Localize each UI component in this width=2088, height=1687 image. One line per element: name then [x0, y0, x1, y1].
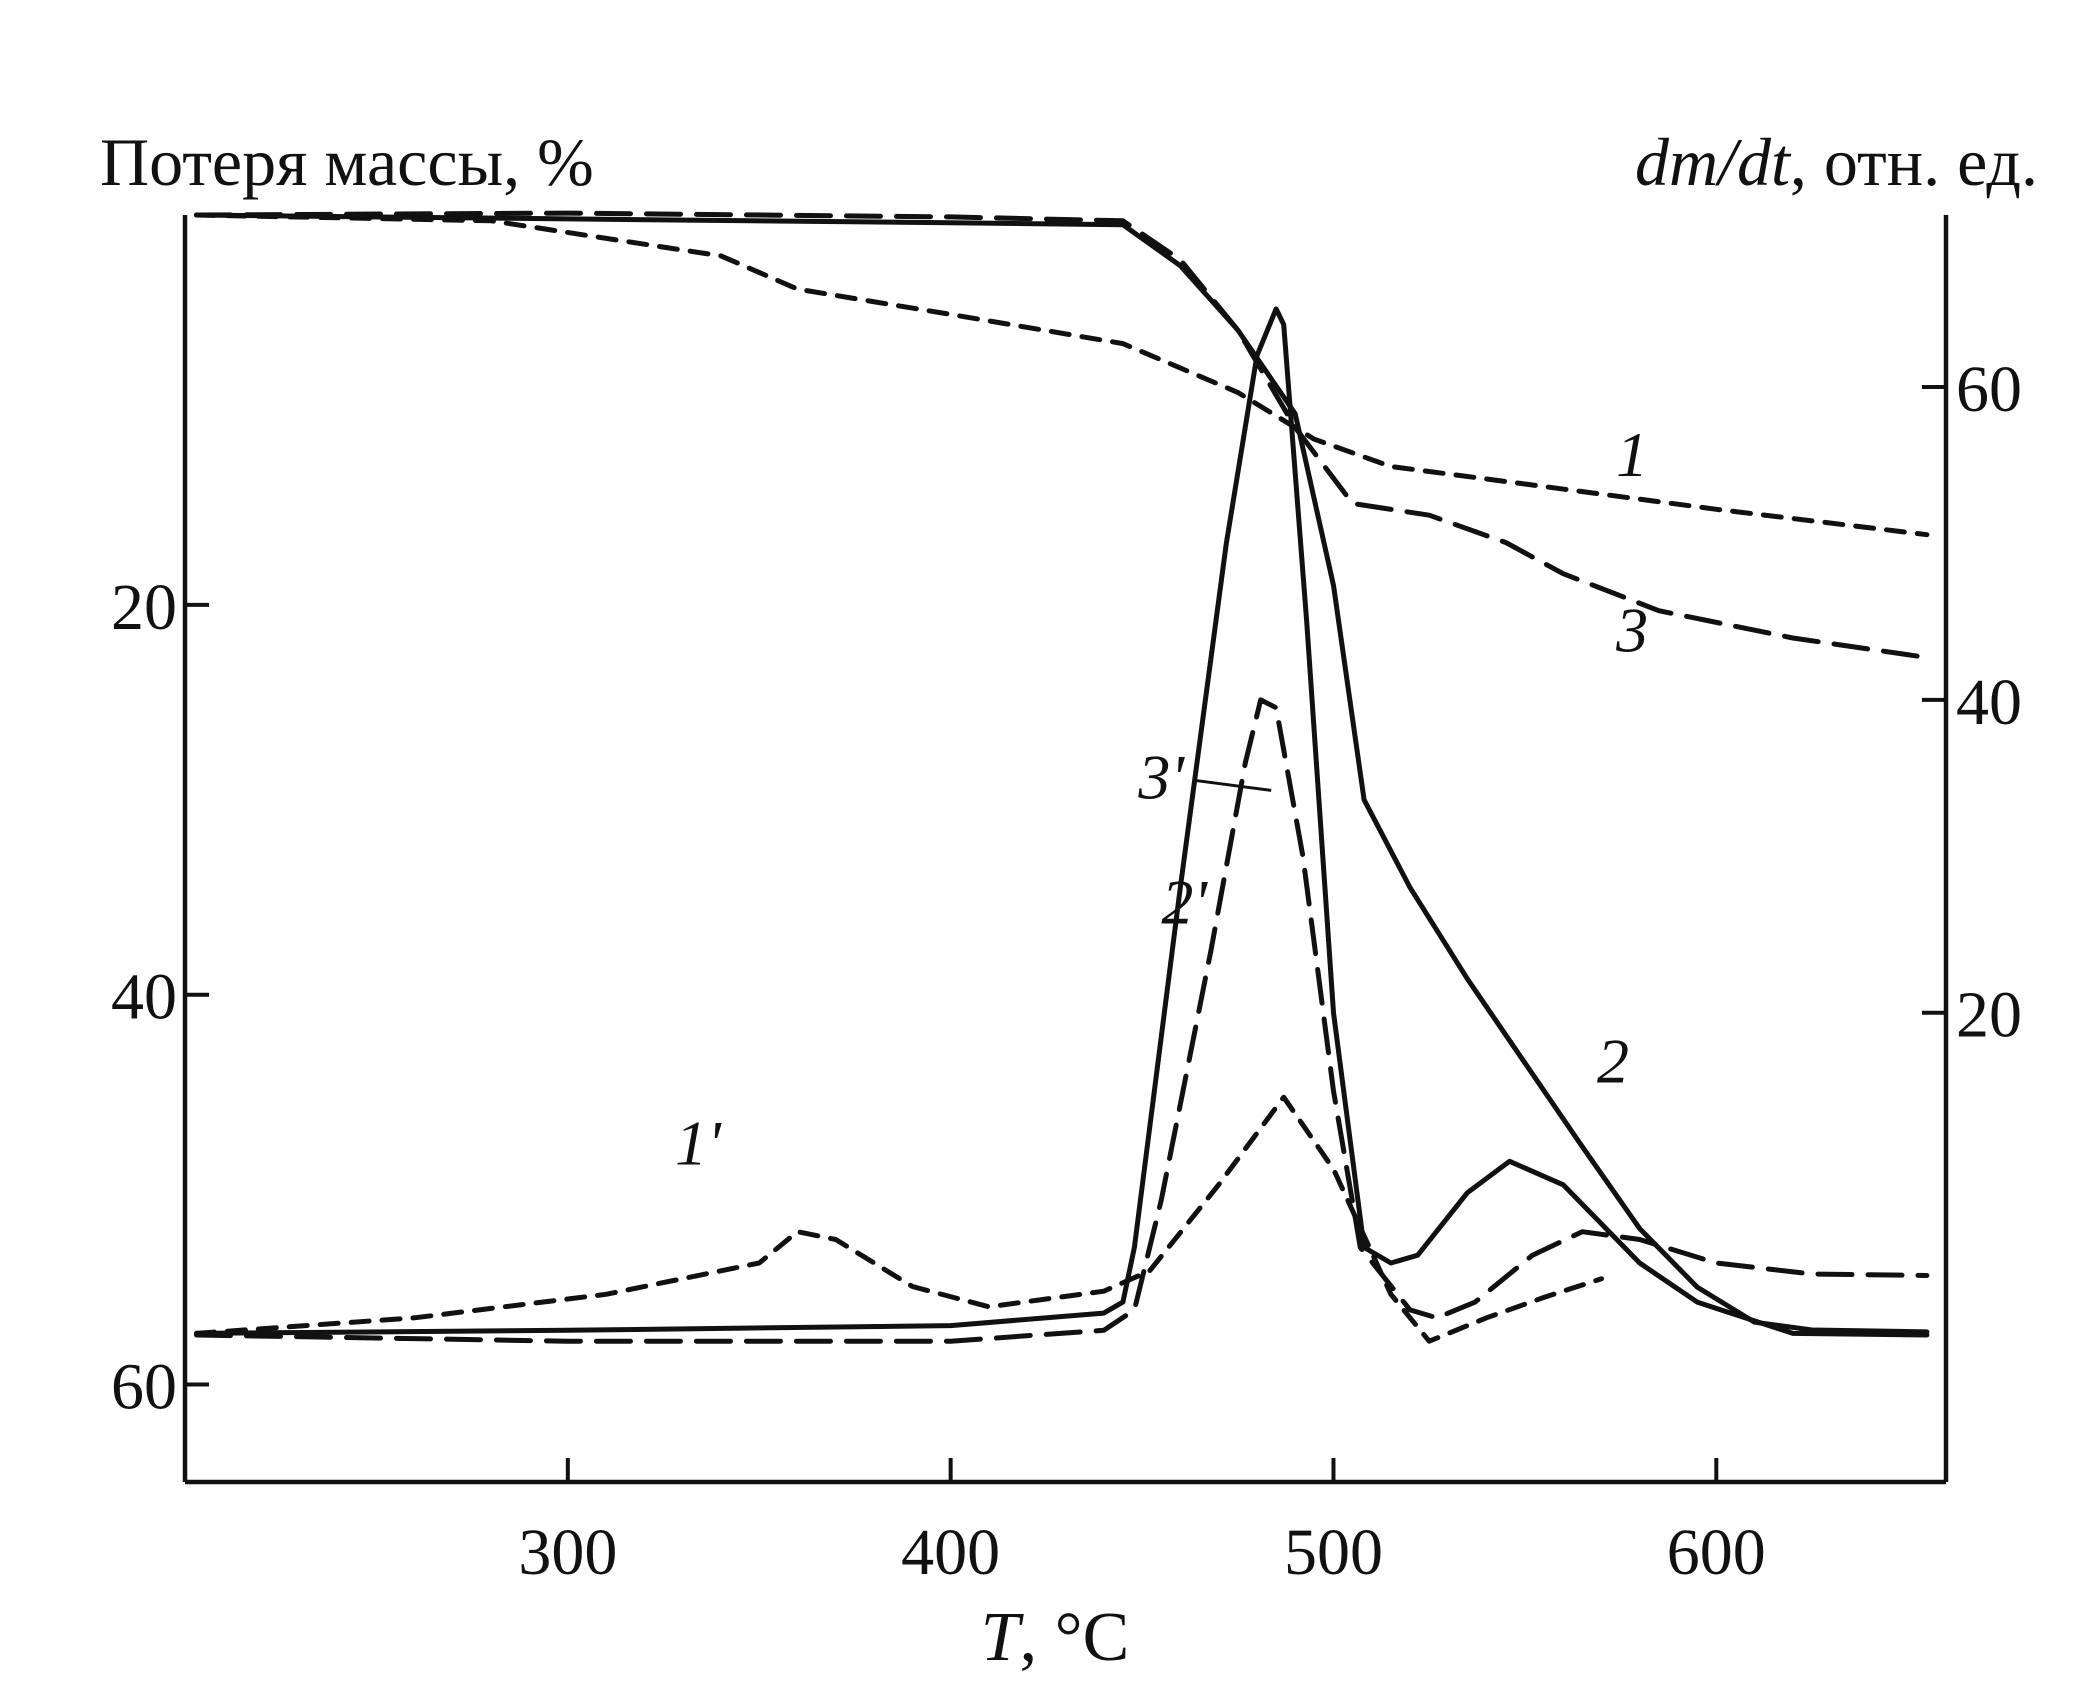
x-tick-label: 600 — [1667, 1516, 1766, 1589]
axis-ticks: 300 400 500 600 20 40 60 20 40 60 — [111, 353, 2022, 1589]
x-tick-label: 500 — [1284, 1516, 1383, 1589]
curve-label-3: 3 — [1615, 595, 1648, 666]
series-curve-1prime — [194, 1094, 1604, 1344]
curve-label-2: 2 — [1597, 1025, 1629, 1096]
right-y-tick-label: 40 — [1956, 666, 2022, 739]
curves: 1 2 3 1' 2' 3' — [194, 210, 1930, 1344]
right-axis-title: dm/dt, отн. ед. — [1635, 124, 2038, 200]
x-tick-label: 300 — [518, 1516, 617, 1589]
right-y-tick-label: 60 — [1956, 353, 2022, 426]
series-curve-3 — [194, 210, 1930, 660]
curve-label-1prime: 1' — [675, 1107, 722, 1178]
x-tick-label: 400 — [901, 1516, 1000, 1589]
curve-label-2prime: 2' — [1161, 867, 1208, 938]
left-axis-title: Потеря массы, % — [100, 124, 594, 200]
left-y-tick-label: 20 — [111, 571, 177, 644]
x-axis-title: T, °C — [981, 1599, 1130, 1676]
series-curve-2prime — [194, 306, 1930, 1338]
curve-label-3prime-leader — [1195, 778, 1272, 792]
series-curve-3prime — [194, 697, 1930, 1344]
curve-label-3prime: 3' — [1137, 741, 1185, 812]
right-y-tick-label: 20 — [1956, 979, 2022, 1052]
series-curve-2 — [194, 212, 1930, 1335]
series-curve-1 — [194, 212, 1930, 538]
left-y-tick-label: 60 — [111, 1351, 177, 1424]
curve-label-1: 1 — [1616, 419, 1648, 490]
left-y-tick-label: 40 — [111, 961, 177, 1034]
